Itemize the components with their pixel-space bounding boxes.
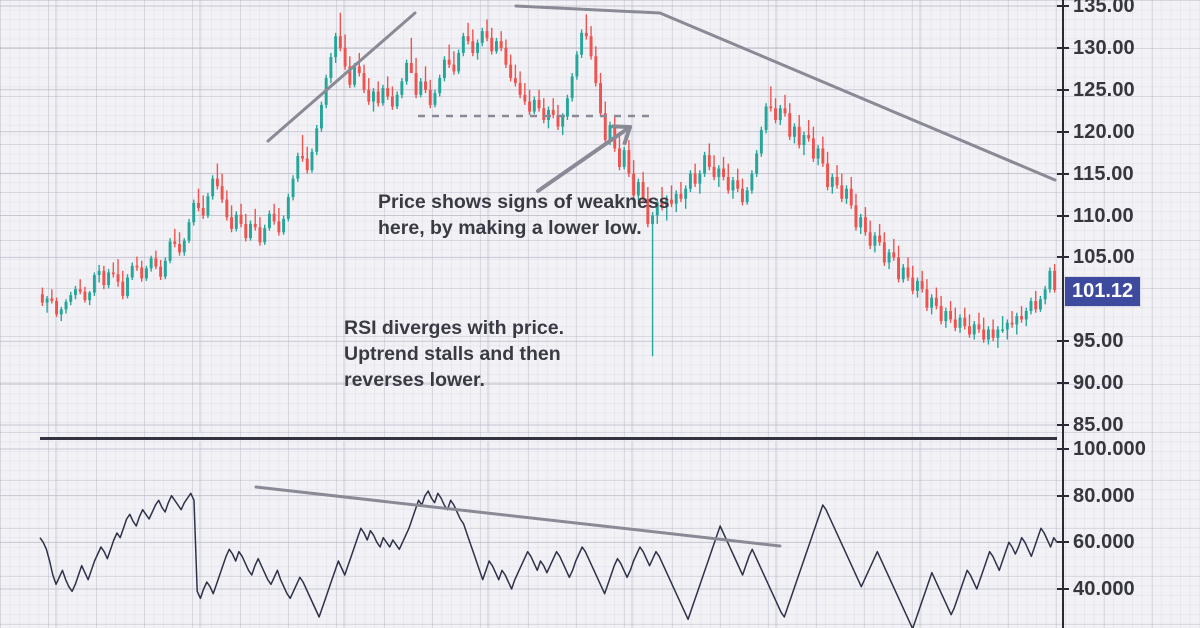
- axis-tick-mark-115-00: [1057, 172, 1069, 175]
- axis-tick-label-85-00: 85.00: [1073, 414, 1124, 436]
- panel-separator: [40, 437, 1057, 440]
- axis-tick-label-95-00: 95.00: [1073, 330, 1124, 353]
- axis-tick-label-60-000: 60.000: [1073, 531, 1135, 554]
- rsi-trendline: [254, 485, 782, 548]
- axis-tick-label-90-00: 90.00: [1073, 372, 1124, 395]
- axis-tick-label-105-00: 105.00: [1073, 246, 1135, 269]
- axis-tick-mark-90-00: [1057, 382, 1069, 385]
- axis-tick-mark-100-000: [1057, 448, 1069, 450]
- axis-tick-label-115-00: 115.00: [1073, 162, 1134, 185]
- axis-tick-mark-130-00: [1057, 46, 1069, 49]
- price-axis[interactable]: 135.00 130.00 125.00 120.00 115.00 110.00 105.…: [1057, 0, 1200, 628]
- axis-tick-label-110-00: 110.00: [1073, 204, 1134, 227]
- axis-tick-label-100-000: 100.000: [1073, 438, 1146, 460]
- axis-tick-label-125-00: 125.00: [1073, 78, 1135, 101]
- annotation-rsi-divergence: RSI diverges with price. Uptrend stalls …: [344, 317, 564, 391]
- price-trendlines: [266, 4, 1057, 182]
- axis-tick-label-40-000: 40.000: [1073, 578, 1135, 600]
- rsi-line-series: [39, 490, 1058, 628]
- axis-spine: [1062, 0, 1064, 628]
- axis-tick-mark-85-00: [1057, 424, 1069, 426]
- axis-tick-mark-80-000: [1057, 494, 1069, 497]
- axis-tick-label-80-000: 80.000: [1073, 484, 1135, 507]
- axis-tick-label-135-00: 135.00: [1073, 0, 1135, 17]
- axis-tick-mark-110-00: [1057, 214, 1069, 217]
- axis-tick-mark-60-000: [1057, 541, 1069, 544]
- axis-tick-mark-40-000: [1057, 588, 1069, 590]
- current-price-badge[interactable]: 101.12: [1064, 275, 1142, 307]
- annotation-price-weakness: Price shows signs of weakness here, by m…: [378, 191, 670, 239]
- callout-arrow: [536, 124, 632, 193]
- axis-tick-mark-120-00: [1057, 130, 1069, 133]
- axis-tick-label-120-00: 120.00: [1073, 120, 1135, 143]
- axis-tick-mark-135-00: [1057, 5, 1069, 7]
- axis-tick-mark-125-00: [1057, 88, 1069, 91]
- axis-tick-label-130-00: 130.00: [1073, 36, 1135, 59]
- rsi-gridlines: [0, 441, 1057, 628]
- axis-tick-mark-105-00: [1057, 256, 1069, 259]
- price-gridlines: [0, 0, 1057, 432]
- axis-tick-mark-95-00: [1057, 340, 1069, 343]
